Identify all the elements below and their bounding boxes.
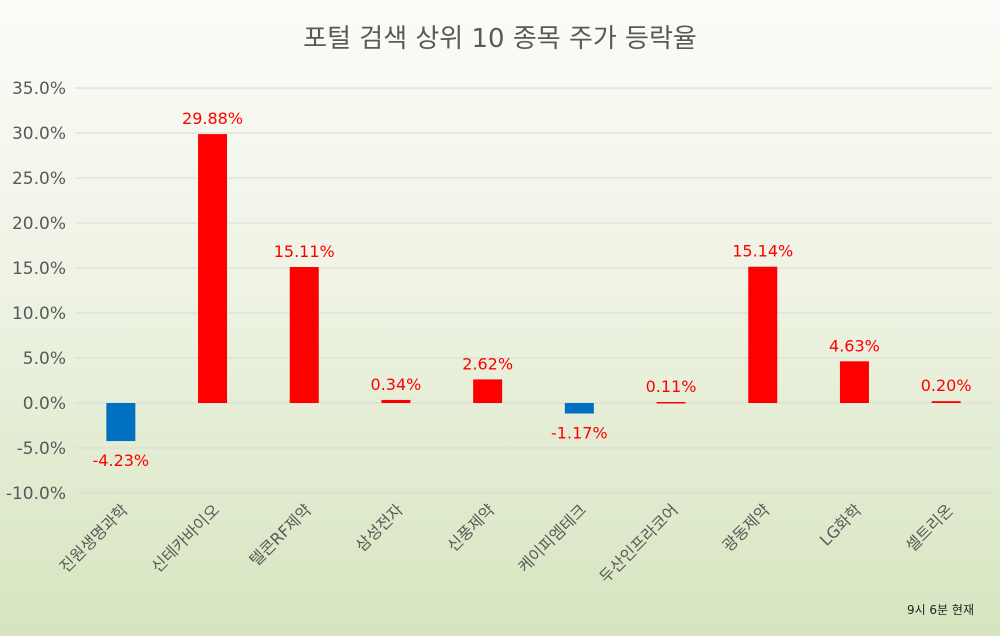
y-tick-label: 5.0% [23,349,66,369]
y-axis: 35.0% 30.0% 25.0% 20.0% 15.0% 10.0% 5.0% 0.0% -5… [6,79,66,504]
x-tick-label: LG화학 [816,500,866,550]
y-tick-label: 10.0% [12,304,66,324]
x-axis: 진원생명과학 신테카바이오 텔콘RF제약 삼성전자 신풍제약 케이피엠테크 두산인프라코어 광… [56,500,957,586]
x-tick-label: 케이피엠테크 [514,500,590,576]
data-label: 15.11% [274,242,335,261]
y-tick-label: 15.0% [12,259,66,279]
y-tick-label: -10.0% [6,484,66,504]
y-tick-label: 20.0% [12,214,66,234]
x-tick-label: 진원생명과학 [56,500,132,576]
footnote: 9시 6분 현재 [906,603,974,617]
data-label: -1.17% [551,424,608,443]
chart-title: 포털 검색 상위 10 종목 주가 등락율 [303,24,697,54]
data-label: 4.63% [829,336,880,355]
x-tick-label: 신테카바이오 [147,500,223,576]
y-tick-label: -5.0% [17,439,66,459]
bar [473,379,503,403]
data-label: 15.14% [732,242,793,261]
x-tick-label: 신풍제약 [443,500,498,555]
y-tick-label: 35.0% [12,79,66,99]
data-label: 2.62% [462,354,513,373]
bar [289,267,319,403]
data-label: 0.34% [371,375,422,394]
bar [748,266,778,403]
x-tick-label: 광동제약 [719,500,774,555]
y-tick-label: 25.0% [12,169,66,189]
data-label: 0.11% [646,377,697,396]
data-labels: -4.23% 29.88% 15.11% 0.34% 2.62% -1.17% 0.11% 1… [93,109,972,470]
bars [106,134,961,442]
x-tick-label: 셀트리온 [902,500,957,555]
y-tick-label: 30.0% [12,124,66,144]
bar [839,361,869,403]
x-tick-label: 텔콘RF제약 [246,500,316,570]
bar [931,401,961,403]
x-tick-label: 삼성전자 [352,500,407,555]
gridlines [75,87,992,494]
y-tick-label: 0.0% [23,394,66,414]
bar [564,403,594,414]
bar [656,402,686,404]
data-label: -4.23% [93,451,150,470]
data-label: 0.20% [921,376,972,395]
x-tick-label: 두산인프라코어 [596,500,682,586]
bar [381,399,411,403]
data-label: 29.88% [182,109,243,128]
bar [106,403,136,442]
bar [198,134,228,403]
